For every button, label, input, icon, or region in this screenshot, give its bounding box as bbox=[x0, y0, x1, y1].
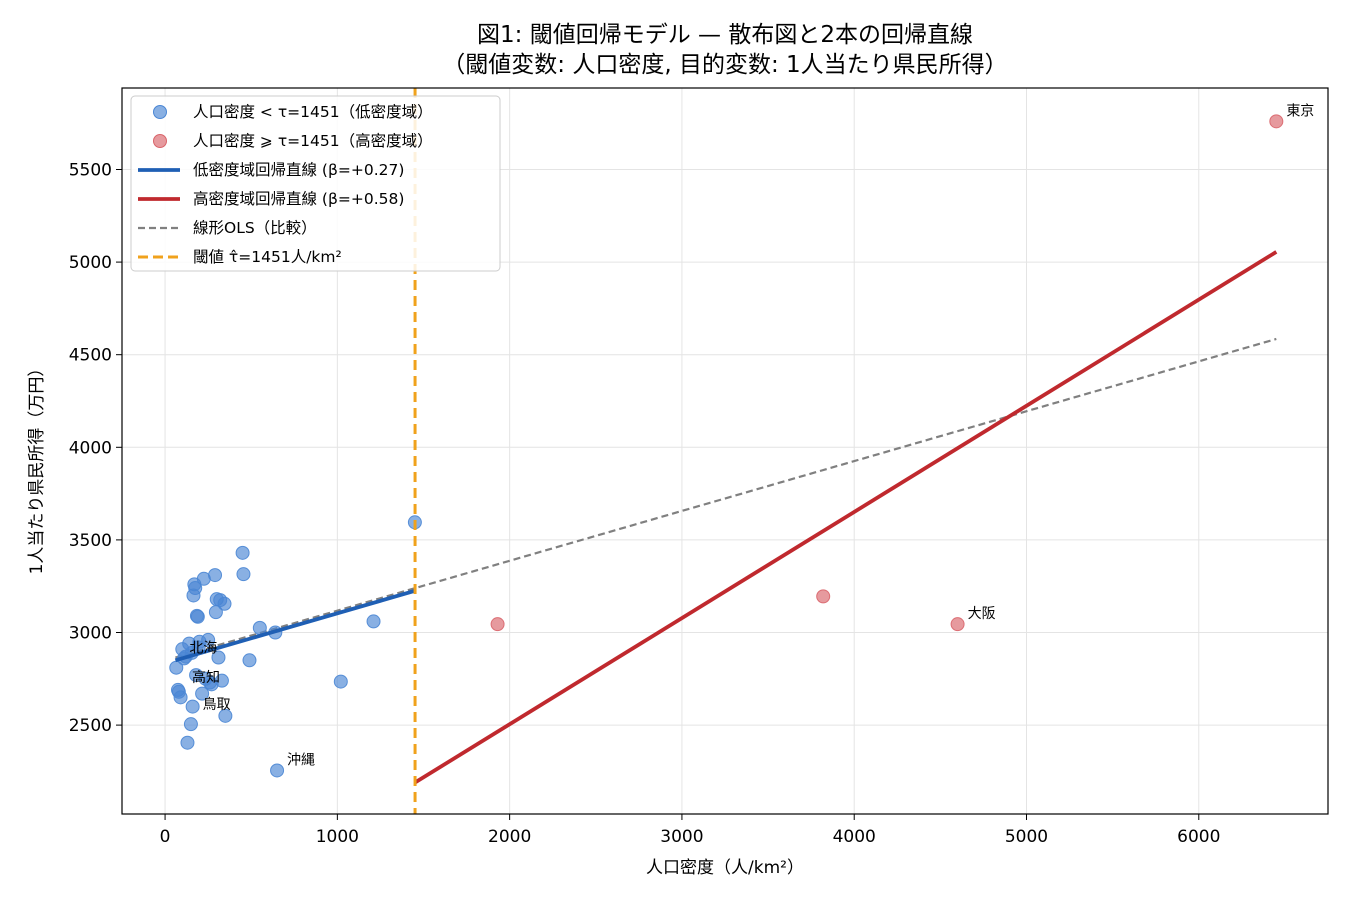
grid-layer bbox=[122, 88, 1328, 814]
x-tick-label: 4000 bbox=[833, 827, 876, 847]
legend: 人口密度 < τ=1451（低密度域） 人口密度 ⩾ τ=1451（高密度域） 低密… bbox=[130, 95, 501, 272]
low-density-point bbox=[217, 596, 232, 611]
tick-layer: 0 1000 2000 3000 4000 5000 6000 2500 3000 3500 400… bbox=[69, 160, 1221, 847]
ols-line bbox=[175, 337, 1277, 659]
low-density-point bbox=[188, 581, 203, 596]
legend-marker bbox=[153, 105, 167, 119]
low-density-point bbox=[211, 650, 226, 665]
low-density-point bbox=[208, 568, 223, 583]
x-tick-label: 1000 bbox=[316, 827, 359, 847]
low-density-point bbox=[190, 609, 205, 624]
x-tick-label: 5000 bbox=[1005, 827, 1048, 847]
low-density-point bbox=[180, 735, 195, 750]
point-annotation: 大阪 bbox=[968, 606, 996, 622]
low-density-point bbox=[270, 763, 285, 778]
y-tick-label: 4000 bbox=[69, 438, 112, 458]
low-density-point bbox=[185, 699, 200, 714]
low-density-point bbox=[214, 673, 229, 688]
low-density-point bbox=[236, 567, 251, 582]
low-density-point bbox=[333, 674, 348, 689]
high-density-regression-line bbox=[414, 250, 1278, 785]
x-tick-label: 6000 bbox=[1177, 827, 1220, 847]
low-density-point bbox=[183, 717, 198, 732]
chart-title: 図1: 閾値回帰モデル — 散布図と2本の回帰直線 bbox=[477, 22, 973, 48]
y-tick-label: 5000 bbox=[69, 253, 112, 273]
y-axis-label: 1人当たり県民所得（万円） bbox=[27, 360, 47, 575]
high-density-point bbox=[950, 617, 965, 632]
point-annotation: 北海 bbox=[189, 640, 217, 656]
legend-label: 人口密度 ⩾ τ=1451（高密度域） bbox=[193, 132, 433, 150]
point-annotation: 鳥取 bbox=[203, 697, 231, 713]
legend-label: 閾値 τ̂=1451人/km² bbox=[193, 248, 342, 266]
high-density-point bbox=[490, 617, 505, 632]
low-density-point bbox=[173, 690, 188, 705]
low-density-point bbox=[195, 686, 210, 701]
y-tick-label: 5500 bbox=[69, 160, 112, 180]
high-density-point bbox=[816, 589, 831, 604]
legend-label: 高密度域回帰直線 (β=+0.58) bbox=[193, 190, 404, 208]
y-tick-label: 4500 bbox=[69, 346, 112, 366]
legend-box bbox=[130, 95, 501, 272]
plot-frame bbox=[121, 87, 1329, 815]
point-annotation: 東京 bbox=[1286, 103, 1314, 119]
x-tick-label: 2000 bbox=[488, 827, 531, 847]
low-density-point bbox=[201, 632, 216, 647]
low-density-point bbox=[242, 653, 257, 668]
x-tick-label: 0 bbox=[160, 827, 171, 847]
legend-label: 人口密度 < τ=1451（低密度域） bbox=[193, 103, 433, 121]
point-annotation: 沖縄 bbox=[287, 752, 315, 768]
y-tick-label: 3500 bbox=[69, 531, 112, 551]
low-density-point bbox=[235, 545, 250, 560]
chart-subtitle: （閾値変数: 人口密度, 目的変数: 1人当たり県民所得） bbox=[442, 52, 1007, 78]
high-density-point bbox=[1269, 114, 1284, 129]
low-density-point bbox=[218, 708, 233, 723]
y-tick-label: 3000 bbox=[69, 624, 112, 644]
x-axis-label: 人口密度（人/km²） bbox=[646, 858, 804, 878]
legend-marker bbox=[153, 134, 167, 148]
y-tick-label: 2500 bbox=[69, 716, 112, 736]
low-density-point bbox=[252, 620, 267, 635]
low-density-regression-line bbox=[174, 589, 416, 663]
low-density-point bbox=[366, 614, 381, 629]
point-annotation: 高知 bbox=[192, 669, 220, 686]
legend-label: 線形OLS（比較） bbox=[193, 219, 317, 237]
legend-label: 低密度域回帰直線 (β=+0.27) bbox=[193, 161, 404, 179]
x-tick-label: 3000 bbox=[660, 827, 703, 847]
